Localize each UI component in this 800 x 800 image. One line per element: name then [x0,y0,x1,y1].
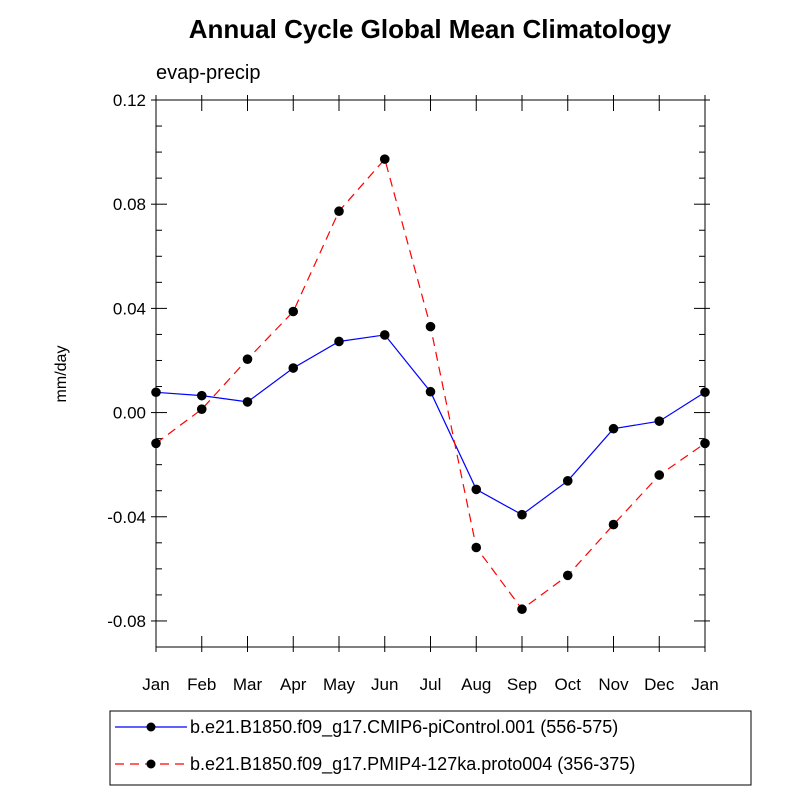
series-1-point [471,484,482,495]
legend-marker-1 [146,722,156,732]
y-tick-label: -0.08 [107,612,146,631]
series-2-point [700,438,710,449]
x-tick-label: Nov [598,675,629,694]
series-1-point [608,423,619,434]
series-2-point [517,604,527,615]
series-2-point [288,306,299,317]
series-2-point [608,519,619,530]
series-1-point [334,336,344,347]
plot-frame [155,99,706,648]
legend: b.e21.B1850.f09_g17.CMIP6-piControl.001 … [109,710,752,786]
series-2-point [151,438,161,449]
legend-entry-1: b.e21.B1850.f09_g17.CMIP6-piControl.001 … [190,717,618,738]
series-1-point [288,363,299,373]
axes-layer: 0.12 0.08 0.04 0.00 -0.04 -0.08 Jan Feb Mar Apr Ma… [107,91,718,694]
y-tick-label: 0.08 [113,195,146,214]
y-tick-label: 0.00 [113,404,146,423]
series-2-point [654,470,665,480]
x-tick-label: Aug [461,675,491,694]
y-tick-label: 0.12 [113,91,146,110]
series-1-point [196,390,207,401]
series-line-2 [155,157,706,611]
y-tick-label: -0.04 [107,508,146,527]
x-tick-label: May [323,675,356,694]
legend-entry-2: b.e21.B1850.f09_g17.PMIP4-127ka.proto004… [190,754,635,775]
series-2-point [471,542,482,553]
x-tick-label: Mar [233,675,263,694]
series-2-point [334,206,344,217]
x-tick-label: Apr [280,675,307,694]
series-2-point [562,570,573,581]
chart-title: Annual Cycle Global Mean Climatology [189,14,672,44]
x-tick-label: Jan [142,675,169,694]
series-2-point [242,354,253,364]
series-1-point [379,330,390,340]
y-axis-label: mm/day [53,346,70,403]
series-1-point [242,397,253,407]
series-1-point [151,387,161,398]
x-tick-label: Sep [507,675,537,694]
series-1-point [700,387,710,398]
series-line-1 [155,334,706,516]
series-1-point [517,509,527,520]
x-tick-label: Jul [420,675,442,694]
x-tick-label: Dec [644,675,675,694]
chart-subtitle: evap-precip [156,62,261,84]
x-tick-label: Oct [555,675,582,694]
x-tick-label: Jun [371,675,398,694]
x-tick-label: Feb [187,675,216,694]
series-layer [151,154,710,615]
series-2-point [196,404,207,414]
legend-box [109,710,752,786]
series-1-point [425,386,436,397]
series-1-point [654,416,665,426]
series-2-point [425,321,436,332]
x-tick-label: Jan [691,675,718,694]
series-1-point [562,476,573,486]
y-tick-label: 0.04 [113,299,146,318]
legend-marker-2 [146,759,156,769]
series-2-point [379,154,390,164]
